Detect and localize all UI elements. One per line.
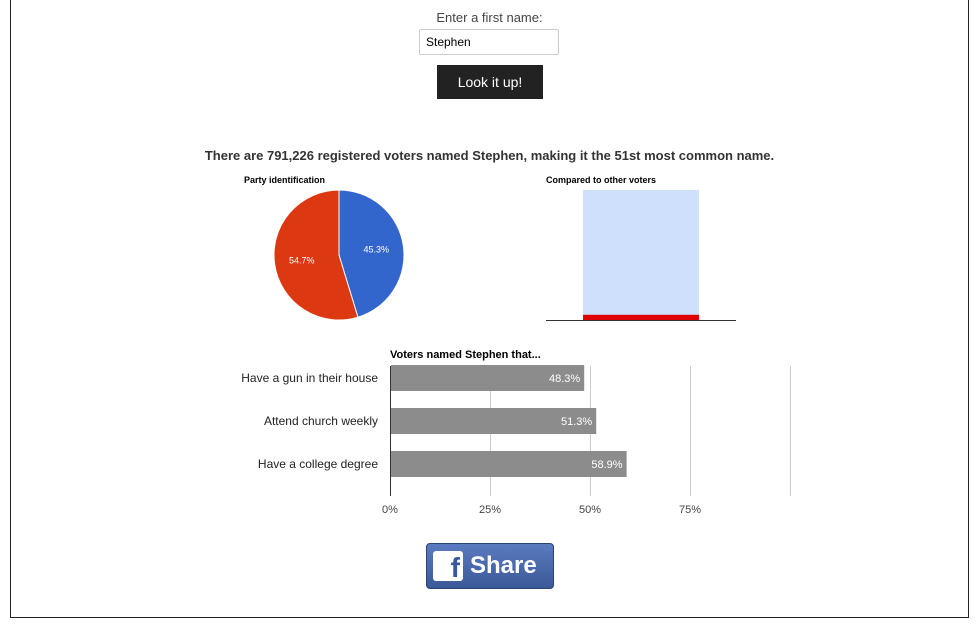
share-label: Share bbox=[470, 552, 537, 579]
traits-bar-chart: 0% 25% 50% 75% 48.3% 51.3% 58.9% bbox=[382, 365, 791, 516]
trait-bar bbox=[391, 408, 597, 434]
summary-text: There are 791,226 registered voters name… bbox=[204, 148, 775, 163]
name-prompt-label: Enter a first name: bbox=[436, 10, 543, 25]
compare-bar-highlight bbox=[583, 314, 699, 320]
pie-chart-title: Party identification bbox=[244, 175, 326, 185]
compare-bar-background bbox=[583, 190, 699, 320]
party-pie-chart: 45.3% 54.7% bbox=[273, 189, 405, 321]
first-name-input[interactable] bbox=[419, 29, 559, 55]
trait-bar bbox=[391, 451, 627, 477]
x-tick-label: 0% bbox=[382, 504, 398, 516]
pie-slice bbox=[338, 189, 405, 318]
trait-category-label: Have a college degree bbox=[257, 457, 378, 471]
x-tick-label: 75% bbox=[679, 504, 701, 516]
pie-slice-label: 54.7% bbox=[289, 256, 315, 266]
x-tick-label: 50% bbox=[579, 504, 601, 516]
facebook-logo-icon: f bbox=[433, 551, 463, 581]
page-frame bbox=[10, 0, 969, 618]
pie-slice-label: 45.3% bbox=[364, 244, 390, 254]
trait-bar-value: 48.3% bbox=[549, 373, 580, 385]
traits-chart-title: Voters named Stephen that... bbox=[390, 349, 541, 361]
pie-slice bbox=[273, 189, 359, 321]
x-tick-label: 25% bbox=[479, 504, 501, 516]
trait-bar bbox=[391, 365, 585, 391]
look-it-up-button[interactable]: Look it up! bbox=[437, 65, 543, 99]
compare-chart-title: Compared to other voters bbox=[546, 175, 657, 185]
trait-bar-value: 58.9% bbox=[591, 459, 622, 471]
trait-bar-value: 51.3% bbox=[561, 416, 592, 428]
trait-category-label: Have a gun in their house bbox=[241, 371, 378, 385]
compare-bar-chart bbox=[546, 190, 736, 321]
facebook-share-button[interactable]: f Share bbox=[426, 543, 554, 589]
trait-category-label: Attend church weekly bbox=[263, 414, 378, 428]
